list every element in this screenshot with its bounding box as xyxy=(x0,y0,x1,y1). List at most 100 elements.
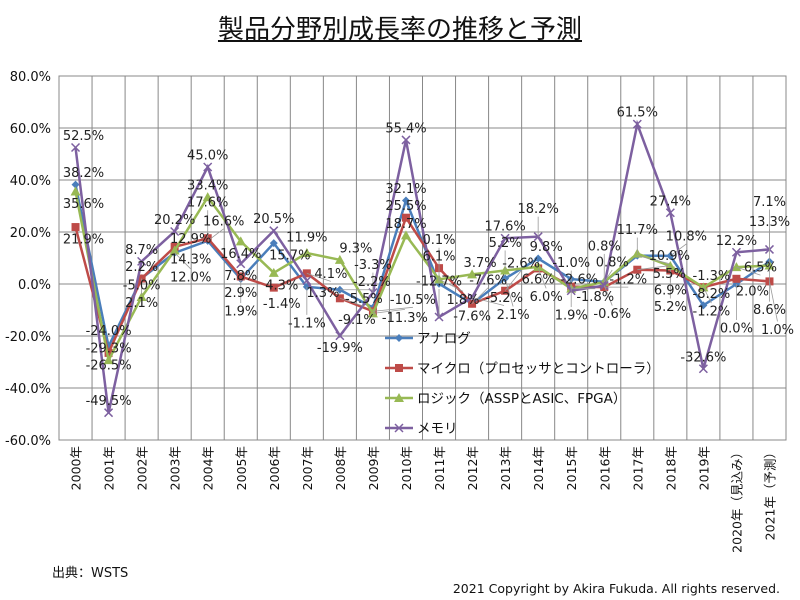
data-point-x xyxy=(104,408,114,418)
legend-label: マイクロ（プロセッサとコントローラ） xyxy=(417,361,660,377)
data-label: 27.4% xyxy=(650,194,691,209)
data-label: -11.3% xyxy=(382,311,428,326)
data-point-x xyxy=(467,292,477,303)
data-label: 2.0% xyxy=(736,284,769,299)
data-point-triangle xyxy=(467,269,478,279)
data-point-square xyxy=(104,348,113,357)
data-label: -1.2% xyxy=(609,273,647,288)
data-label: -19.9% xyxy=(317,341,363,356)
data-point-square xyxy=(269,283,278,292)
data-label: 17.6% xyxy=(484,220,525,235)
data-point-x xyxy=(394,423,404,433)
data-label: 2.9% xyxy=(224,286,257,301)
data-label: -5.0% xyxy=(123,279,161,294)
data-label: 17.6% xyxy=(187,196,228,211)
data-label: -9.1% xyxy=(338,313,376,328)
x-tick-label: 2017年 xyxy=(630,446,645,490)
data-label: 9.3% xyxy=(339,241,372,256)
leader-line xyxy=(372,308,405,314)
data-point-triangle xyxy=(202,192,213,202)
data-point-diamond xyxy=(534,254,543,263)
data-point-x xyxy=(269,226,279,236)
x-tick-label: 2012年 xyxy=(465,446,480,490)
y-tick-label: 40.0% xyxy=(10,174,51,189)
data-label: 0.1% xyxy=(423,233,456,248)
x-tick-label: 2009年 xyxy=(366,446,381,490)
data-point-triangle xyxy=(136,292,147,301)
data-label: 6.5% xyxy=(744,261,777,276)
series-line xyxy=(74,119,770,413)
data-label: 10.8% xyxy=(666,229,707,244)
data-point-triangle xyxy=(394,393,404,402)
data-point-diamond xyxy=(269,239,278,248)
data-label: 5.2% xyxy=(489,236,522,251)
x-tick-label: 2002年 xyxy=(135,446,150,490)
data-label: 38.2% xyxy=(63,166,104,181)
data-label: -5.5% xyxy=(345,292,383,307)
legend-label: ロジック（ASSPとASIC、FPGA） xyxy=(417,391,626,407)
data-label: 6.6% xyxy=(522,272,555,287)
leader-line xyxy=(703,286,712,304)
data-point-x xyxy=(665,208,675,218)
data-label: 7.8% xyxy=(224,269,257,284)
data-label: 0.0% xyxy=(720,322,753,337)
data-point-diamond xyxy=(395,334,403,342)
leader-line xyxy=(603,269,613,283)
data-point-x xyxy=(170,226,180,237)
data-label: 20.2% xyxy=(154,213,195,228)
data-label: 1.9% xyxy=(224,305,257,320)
data-label: 8.7% xyxy=(125,243,158,258)
x-tick-label: 2020年（見込み） xyxy=(729,446,744,553)
data-label: 52.5% xyxy=(63,129,104,144)
data-label: -2.6% xyxy=(502,256,540,271)
leader-line xyxy=(504,278,514,307)
x-tick-label: 2014年 xyxy=(531,446,546,490)
data-label: 4.1% xyxy=(314,267,347,282)
data-label: 21.9% xyxy=(63,233,104,248)
data-point-square xyxy=(401,213,410,222)
y-tick-label: -60.0% xyxy=(5,434,51,449)
leader-line xyxy=(736,266,761,276)
source-note: 出典：WSTS xyxy=(52,566,129,581)
data-point-x xyxy=(401,135,411,145)
x-tick-label: 2010年 xyxy=(399,446,414,490)
data-label: 16.6% xyxy=(203,214,244,229)
data-label: 2.2% xyxy=(125,260,158,275)
series-4 xyxy=(70,119,775,418)
data-point-triangle xyxy=(533,261,544,271)
data-point-diamond xyxy=(71,180,80,189)
data-point-triangle xyxy=(103,355,114,365)
data-point-triangle xyxy=(367,308,378,318)
data-label: -1.8% xyxy=(576,290,614,305)
x-tick-label: 2019年 xyxy=(696,446,711,490)
y-tick-label: 0.0% xyxy=(18,278,51,293)
data-point-diamond xyxy=(699,301,708,310)
data-point-triangle xyxy=(400,230,411,240)
x-tick-label: 2006年 xyxy=(267,446,282,490)
data-point-triangle xyxy=(698,282,709,292)
data-point-x xyxy=(70,142,81,153)
data-label: -0.6% xyxy=(593,307,631,322)
data-label: -26.5% xyxy=(86,358,132,373)
data-label: 25.5% xyxy=(385,199,426,214)
data-label: 55.4% xyxy=(385,121,426,136)
x-tick-label: 2011年 xyxy=(432,446,447,490)
data-label: -24.0% xyxy=(86,324,132,339)
leader-line xyxy=(438,278,464,292)
data-label: 3.7% xyxy=(464,256,497,271)
data-label: 13.3% xyxy=(749,215,790,230)
data-label: 33.4% xyxy=(187,179,228,194)
data-point-x xyxy=(698,364,708,374)
x-tick-label: 2004年 xyxy=(201,446,216,490)
leader-line xyxy=(471,287,489,305)
x-tick-label: 2000年 xyxy=(69,446,84,490)
data-label: 12.2% xyxy=(716,234,757,249)
data-label: 6.1% xyxy=(423,250,456,265)
data-label: 7.1% xyxy=(753,195,786,210)
data-label: -12.7% xyxy=(416,275,462,290)
data-label: 18.2% xyxy=(518,202,559,217)
data-point-x xyxy=(500,233,510,243)
data-label: -1.1% xyxy=(288,316,326,331)
data-point-x xyxy=(731,247,741,257)
data-label: -5.2% xyxy=(485,291,523,306)
